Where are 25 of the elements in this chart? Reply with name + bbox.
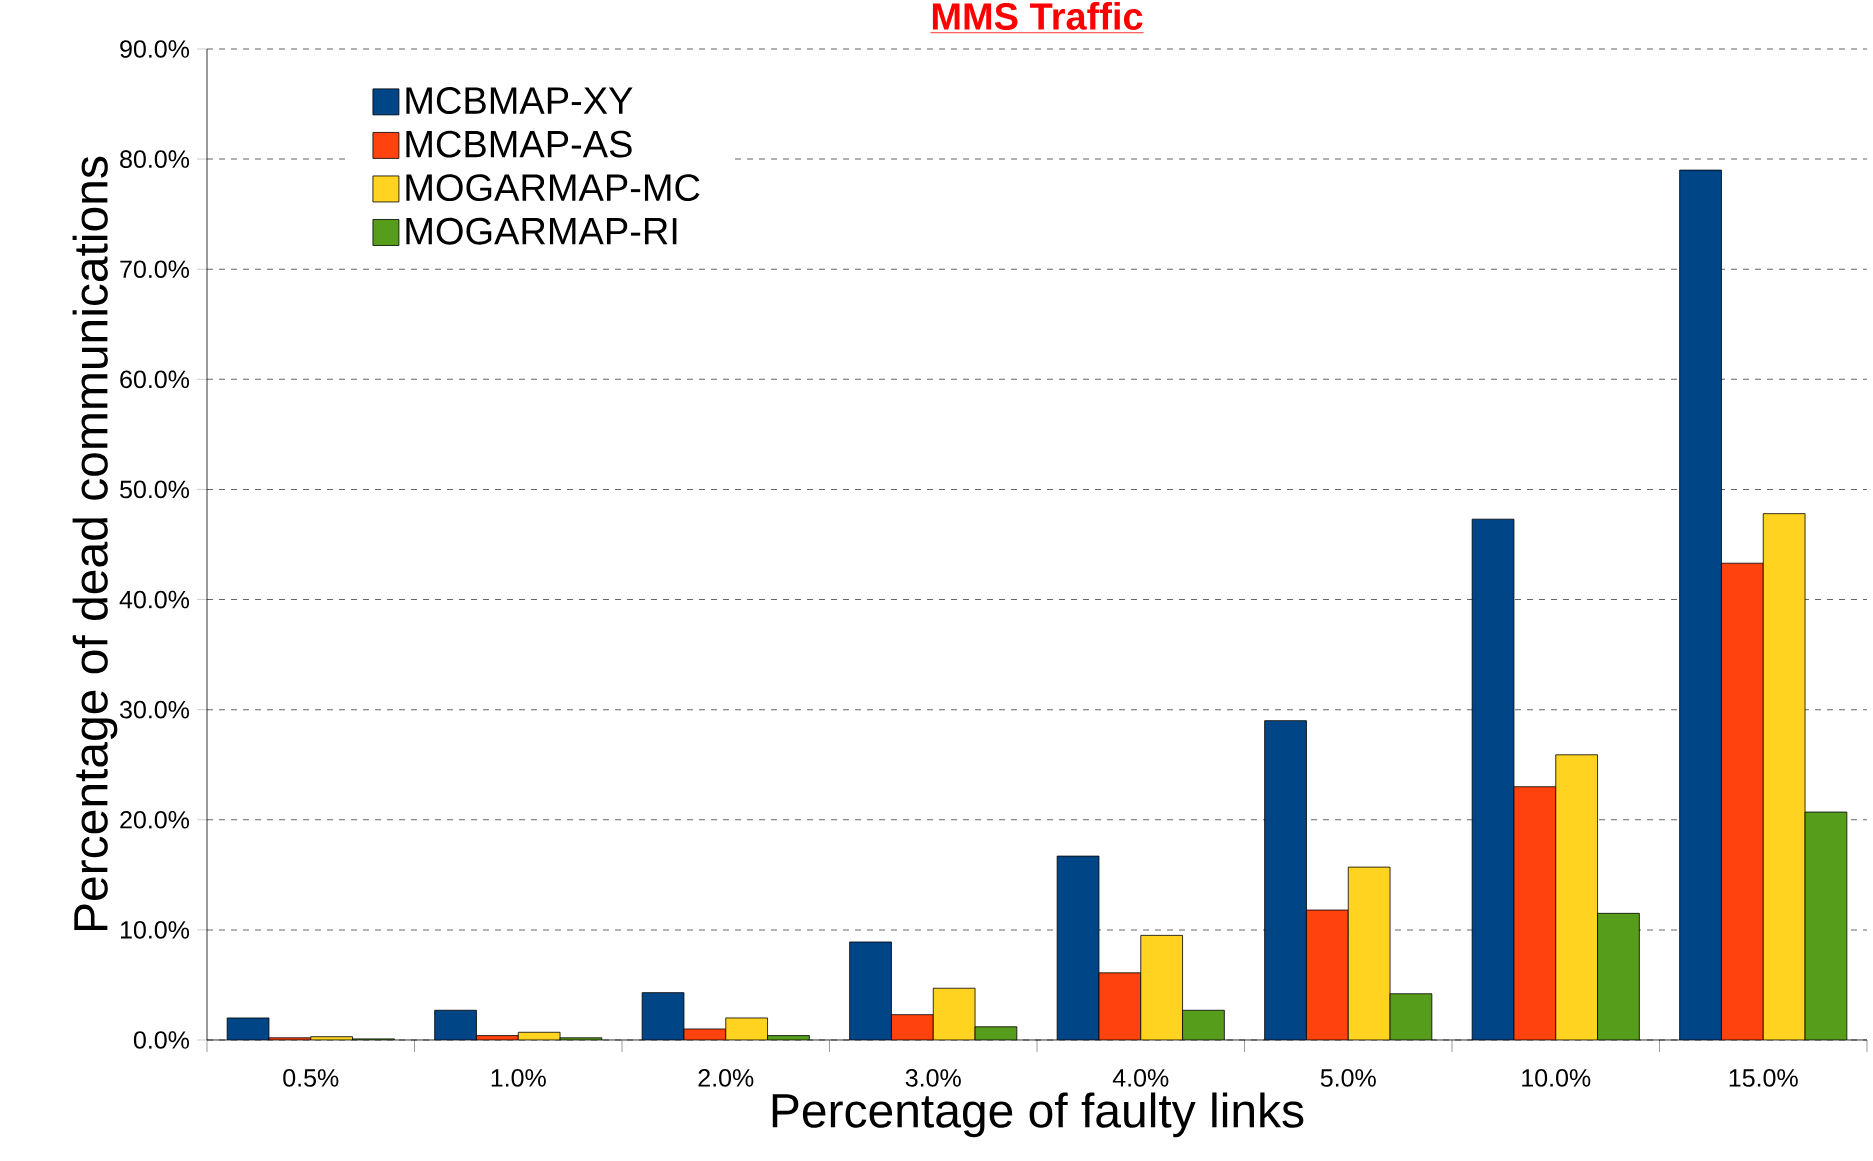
- x-tick-label: 10.0%: [1522, 1069, 1591, 1087]
- legend-label: MOGARMAP-RI: [406, 217, 677, 245]
- y-tick-label: 60.0%: [120, 370, 190, 389]
- x-tick-label: 4.0%: [1112, 1069, 1169, 1087]
- x-tick-label: 1.0%: [491, 1069, 546, 1087]
- x-tick-label: 5.0%: [1320, 1069, 1376, 1087]
- x-tick-label: 0.5%: [283, 1069, 339, 1087]
- x-axis-title: Percentage of faulty links: [772, 1092, 1304, 1138]
- legend-label: MCBMAP-XY: [406, 87, 633, 115]
- y-tick-label: 80.0%: [120, 150, 190, 168]
- y-tick-label: 0.0%: [133, 1031, 190, 1049]
- legend-label: MOGARMAP-MC: [406, 174, 700, 202]
- y-tick-label: 50.0%: [120, 480, 190, 499]
- chart-title: MMS Traffic: [932, 2, 1143, 30]
- legend-label: MCBMAP-AS: [406, 130, 632, 158]
- y-tick-label: 30.0%: [120, 700, 190, 719]
- x-tick-label: 15.0%: [1729, 1069, 1798, 1087]
- y-tick-label: 40.0%: [119, 590, 190, 609]
- x-tick-label: 2.0%: [698, 1069, 754, 1087]
- y-tick-label: 20.0%: [120, 810, 190, 829]
- y-axis-title: Percentage of dead communications: [72, 156, 118, 931]
- x-tick-label: 3.0%: [905, 1069, 961, 1087]
- y-tick-label: 70.0%: [120, 260, 190, 279]
- y-tick-label: 90.0%: [120, 40, 190, 58]
- y-tick-label: 10.0%: [120, 921, 190, 939]
